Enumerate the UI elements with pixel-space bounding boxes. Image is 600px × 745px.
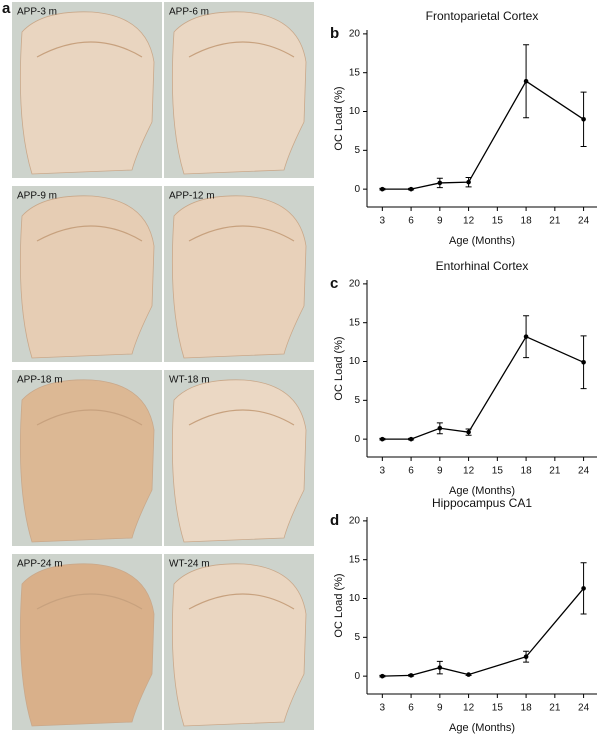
panel-label: a	[2, 0, 11, 17]
x-tick-label: 21	[549, 216, 561, 227]
x-tick-label: 18	[521, 703, 533, 714]
x-tick-label: 9	[437, 703, 443, 714]
y-tick-label: 15	[349, 317, 361, 328]
data-line	[382, 80, 584, 190]
data-point	[466, 429, 471, 435]
data-point	[523, 78, 529, 84]
data-point	[581, 586, 586, 591]
data-point	[437, 665, 443, 670]
tissue-fold	[188, 593, 295, 610]
y-tick-label: 0	[354, 671, 360, 682]
y-tick-label: 0	[354, 434, 360, 445]
chart-title: Entorhinal Cortex	[436, 259, 529, 273]
y-tick-label: 5	[354, 395, 360, 406]
data-point	[380, 673, 385, 679]
tissue-section	[19, 563, 155, 727]
x-tick-label: 12	[463, 466, 475, 477]
data-point	[437, 425, 443, 431]
x-tick-label: 18	[521, 216, 533, 227]
x-tick-label: 15	[492, 466, 504, 477]
y-tick-label: 5	[354, 145, 360, 156]
data-point	[408, 673, 414, 678]
data-point	[581, 359, 586, 365]
photo-label: APP-6 m	[169, 7, 209, 18]
data-point	[581, 116, 586, 122]
x-tick-label: 6	[408, 216, 414, 227]
x-tick-label: 9	[437, 216, 443, 227]
photo-label: APP-3 m	[17, 7, 57, 18]
tissue-fold	[188, 409, 295, 426]
tissue-section	[19, 195, 155, 359]
x-tick-label: 15	[492, 703, 504, 714]
tissue-fold	[36, 593, 143, 610]
x-tick-label: 21	[549, 466, 561, 477]
y-tick-label: 5	[354, 632, 360, 643]
data-line	[382, 335, 584, 440]
photo-label: APP-24 m	[17, 559, 63, 570]
y-tick-label: 10	[349, 593, 361, 604]
photo-label: APP-9 m	[17, 191, 57, 202]
y-tick-label: 10	[349, 356, 361, 367]
x-tick-label: 9	[437, 466, 443, 477]
data-point	[408, 186, 414, 192]
data-point	[380, 436, 385, 442]
chart-title: Frontoparietal Cortex	[426, 9, 539, 23]
data-point	[408, 436, 414, 442]
y-axis-label: OC Load (%)	[333, 573, 345, 637]
x-tick-label: 24	[578, 466, 590, 477]
x-axis-label: Age (Months)	[449, 485, 515, 497]
panel-label: b	[330, 25, 339, 42]
data-point	[523, 334, 529, 339]
tissue-section	[171, 195, 307, 359]
data-point	[466, 672, 471, 677]
x-tick-label: 6	[408, 466, 414, 477]
photo-label: WT-18 m	[169, 375, 210, 386]
photo-label: APP-12 m	[169, 191, 215, 202]
y-axis-label: OC Load (%)	[333, 336, 345, 400]
y-axis-label: OC Load (%)	[333, 86, 345, 150]
x-tick-label: 21	[549, 703, 561, 714]
x-tick-label: 3	[380, 703, 386, 714]
tissue-section	[19, 379, 155, 543]
x-axis-label: Age (Months)	[449, 722, 515, 734]
y-tick-label: 20	[349, 516, 361, 527]
chart-title: Hippocampus CA1	[432, 496, 532, 510]
x-tick-label: 18	[521, 466, 533, 477]
tissue-section	[171, 379, 307, 543]
tissue-fold	[36, 409, 143, 426]
y-tick-label: 0	[354, 184, 360, 195]
data-point	[437, 180, 443, 186]
photo-label: APP-18 m	[17, 375, 63, 386]
tissue-fold	[188, 41, 295, 58]
photo-label: WT-24 m	[169, 559, 210, 570]
y-tick-label: 10	[349, 106, 361, 117]
x-axis-label: Age (Months)	[449, 235, 515, 247]
x-tick-label: 3	[380, 466, 386, 477]
data-point	[523, 654, 529, 660]
tissue-section	[171, 563, 307, 727]
panel-label: c	[330, 275, 338, 292]
tissue-section	[171, 11, 307, 175]
x-tick-label: 15	[492, 216, 504, 227]
data-line	[382, 588, 585, 677]
data-point	[466, 179, 471, 185]
tissue-fold	[36, 225, 143, 242]
y-tick-label: 20	[349, 29, 361, 40]
tissue-fold	[188, 225, 295, 242]
y-tick-label: 15	[349, 67, 361, 78]
x-tick-label: 24	[578, 703, 590, 714]
y-tick-label: 15	[349, 554, 361, 565]
tissue-fold	[36, 41, 143, 58]
data-point	[380, 186, 385, 192]
tissue-section	[19, 11, 155, 175]
x-tick-label: 6	[408, 703, 414, 714]
x-tick-label: 24	[578, 216, 590, 227]
panel-label: d	[330, 512, 339, 529]
x-tick-label: 3	[380, 216, 386, 227]
x-tick-label: 12	[463, 703, 475, 714]
x-tick-label: 12	[463, 216, 475, 227]
y-tick-label: 20	[349, 279, 361, 290]
